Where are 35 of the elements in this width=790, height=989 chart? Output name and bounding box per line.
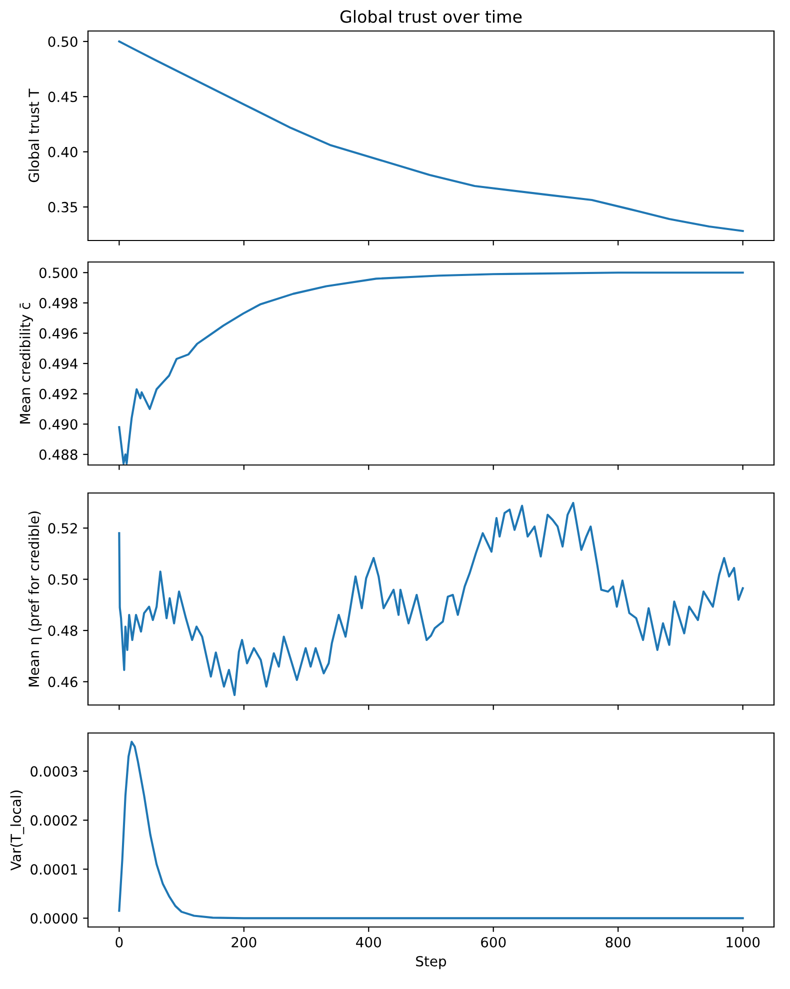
y-tick-label: 0.494: [39, 358, 78, 369]
y-axis-title: Var(T_local): [10, 790, 24, 871]
x-tick-label: 400: [356, 936, 381, 948]
y-tick-label: 0.50: [48, 36, 78, 47]
chart-title: Global trust over time: [340, 10, 522, 23]
y-tick-label: 0.496: [39, 328, 78, 339]
y-tick-label: 0.492: [39, 388, 77, 400]
line-series: [118, 40, 744, 232]
y-axis-title: Global trust T: [28, 88, 40, 182]
line-series: [118, 272, 744, 465]
y-tick-label: 0.45: [48, 92, 78, 102]
y-tick-label: 0.46: [48, 676, 78, 688]
y-axis-title: Mean η (pref for credible): [28, 512, 42, 686]
x-tick-label: 800: [606, 936, 630, 948]
y-tick-label: 0.48: [48, 625, 78, 636]
y-tick-label: 0.0001: [30, 864, 77, 875]
y-tick-label: 0.0003: [30, 766, 78, 777]
line-series: [118, 502, 744, 696]
y-tick-label: 0.490: [39, 419, 78, 430]
y-tick-label: 0.488: [39, 449, 78, 460]
x-tick-label: 1000: [726, 936, 760, 948]
line-series: [118, 740, 744, 920]
y-axis-title: Mean credibility c̄: [20, 303, 33, 424]
y-tick-label: 0.52: [48, 523, 77, 534]
y-tick-label: 0.0000: [30, 913, 78, 924]
y-tick-label: 0.498: [39, 298, 78, 308]
y-tick-label: 0.40: [48, 146, 78, 158]
x-axis-title: Step: [416, 956, 446, 970]
y-tick-label: 0.0002: [30, 815, 77, 826]
x-tick-label: 600: [481, 936, 506, 948]
x-tick-label: 200: [232, 936, 256, 948]
x-tick-label: 0: [116, 936, 123, 948]
y-tick-label: 0.50: [48, 574, 78, 585]
y-tick-label: 0.35: [48, 202, 78, 212]
y-tick-label: 0.500: [39, 268, 78, 278]
